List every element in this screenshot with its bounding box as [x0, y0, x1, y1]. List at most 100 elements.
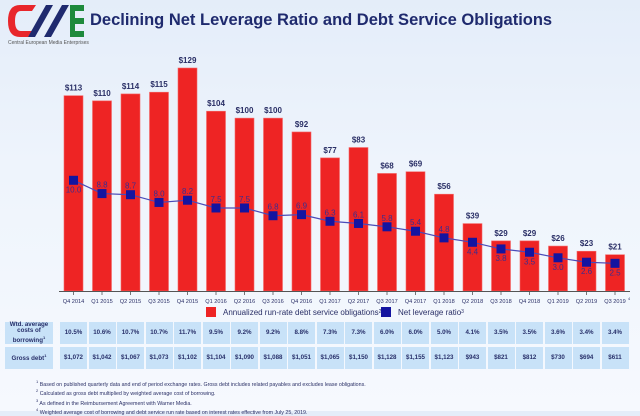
bar-value-label: $100: [236, 106, 254, 115]
bar: [434, 193, 454, 292]
bar: [177, 67, 198, 292]
leverage-marker: [354, 218, 363, 228]
table-cell: 8.8%: [288, 322, 315, 344]
table-cell: $730: [544, 347, 572, 369]
leverage-marker: [69, 175, 78, 185]
logo-tagline: Central European Media Enterprises: [8, 40, 89, 46]
bar-value-label: $56: [437, 182, 451, 191]
x-tick-label: Q2 2017: [348, 299, 369, 305]
table-cell: 4.1%: [459, 322, 486, 344]
leverage-marker: [183, 195, 192, 205]
footnote: 4 Weighted average cost of borrowing and…: [36, 407, 308, 416]
x-tick-label: Q1 2016: [205, 299, 226, 305]
legend-item-net-leverage: Net leverage ratio 3: [381, 307, 464, 317]
table-cell: $1,104: [202, 347, 230, 369]
leverage-value-label: 8.8: [96, 181, 108, 190]
legend-label: Annualized run-rate debt service obligat…: [223, 307, 379, 317]
legend-sup: 3: [461, 309, 464, 315]
table-cell: $1,088: [259, 347, 287, 369]
leverage-marker: [126, 190, 135, 200]
leverage-value-label: 7.5: [239, 195, 251, 204]
table-cell: $1,155: [402, 347, 429, 369]
leverage-value-label: 3.8: [495, 254, 507, 263]
table-cell: 10.7%: [117, 322, 144, 344]
x-tick-label: Q2 2018: [462, 299, 483, 305]
bar: [377, 173, 397, 292]
leverage-value-label: 7.5: [210, 195, 222, 204]
bar-value-label: $115: [150, 80, 168, 89]
legend-sup: 2: [379, 309, 382, 315]
leverage-marker: [496, 244, 506, 254]
leverage-marker: [211, 203, 221, 213]
table-cell: $1,042: [88, 347, 116, 369]
table-cell: $812: [516, 347, 543, 369]
leverage-marker: [382, 222, 392, 232]
leverage-line: [73, 179, 616, 264]
table-cell: $1,128: [373, 347, 401, 369]
x-tick-label: Q3 2018: [490, 299, 511, 305]
table-cell: 11.7%: [174, 322, 201, 344]
table-cell: 10.5%: [60, 322, 87, 344]
x-tick-label: Q1 2018: [433, 299, 454, 305]
table-cell: $1,090: [231, 347, 258, 369]
table-cell: $1,123: [430, 347, 458, 369]
bar-value-label: $110: [93, 89, 111, 98]
x-tick-label: Q3 2019: [604, 299, 625, 305]
leverage-value-label: 8.2: [182, 187, 194, 196]
logo-e-bar-2: [70, 18, 84, 24]
table-cell: 5.0%: [430, 322, 458, 344]
legend-label: Net leverage ratio: [398, 307, 462, 317]
leverage-value-label: 6.1: [353, 210, 365, 219]
x-tick-label: Q2 2019: [576, 299, 597, 305]
table-cell: $943: [459, 347, 486, 369]
x-tick-label: Q1 2017: [319, 299, 340, 305]
table-cell: $611: [601, 347, 629, 369]
x-tick-label: Q4 2015: [177, 299, 198, 305]
leverage-marker: [325, 216, 335, 226]
leverage-marker: [268, 211, 278, 221]
table-row-gross-debt: Gross debt1 $1,072 $1,042 $1,067 $1,073 $1,1…: [0, 347, 640, 369]
bar-value-label: $68: [380, 161, 394, 170]
x-tick-label: Q1 2015: [91, 299, 112, 305]
leverage-value-label: 3.5: [524, 257, 536, 266]
leverage-value-label: 5.4: [410, 218, 422, 227]
footnotes: 1 Based on published quarterly data and …: [36, 379, 366, 416]
table-cell: $1,065: [316, 347, 344, 369]
logo-c-shape: [8, 5, 36, 37]
leverage-marker: [154, 197, 164, 207]
logo-e-stem: [70, 5, 75, 37]
footnote: 3 As defined in the Reimbursement Agreem…: [36, 397, 192, 407]
table-cell: $1,051: [288, 347, 315, 369]
x-tick-label: Q3 2017: [376, 299, 397, 305]
x-tick-label: Q2 2015: [120, 299, 141, 305]
bar-value-label: $26: [551, 234, 565, 243]
bar-value-label: $83: [352, 136, 366, 145]
legend-swatch-navy: [381, 307, 391, 317]
leverage-value-label: 4.8: [438, 225, 450, 234]
table-cell: 10.6%: [88, 322, 116, 344]
bar-value-label: $77: [323, 146, 337, 155]
table-cell: 6.0%: [402, 322, 429, 344]
leverage-value-label: 2.5: [609, 268, 621, 277]
bar-value-label: $21: [608, 243, 622, 252]
table-cell: 3.6%: [544, 322, 572, 344]
table-cell: 7.3%: [316, 322, 344, 344]
bar-value-label: $113: [65, 84, 83, 93]
legend-item-debt-service: Annualized run-rate debt service obligat…: [206, 307, 381, 317]
leverage-marker: [582, 257, 591, 267]
row-label: Gross debt1: [5, 347, 53, 369]
bar: [462, 223, 483, 292]
row-label: Wtd. average costs of borrowing1: [5, 321, 53, 344]
footnote: 1 Based on published quarterly data and …: [36, 379, 366, 388]
table-cell: $1,150: [345, 347, 372, 369]
leverage-value-label: 8.0: [153, 189, 165, 198]
leverage-marker: [525, 247, 534, 257]
table-cell: 6.0%: [373, 322, 401, 344]
x-tick-label: Q4 2014: [63, 299, 84, 305]
leverage-value-label: 4.4: [467, 247, 479, 256]
leverage-value-label: 6.9: [296, 202, 308, 211]
table-cell: $1,102: [174, 347, 201, 369]
leverage-value-label: 8.7: [125, 182, 137, 191]
leverage-marker: [439, 233, 449, 243]
logo-m-slash-1: [28, 5, 53, 37]
